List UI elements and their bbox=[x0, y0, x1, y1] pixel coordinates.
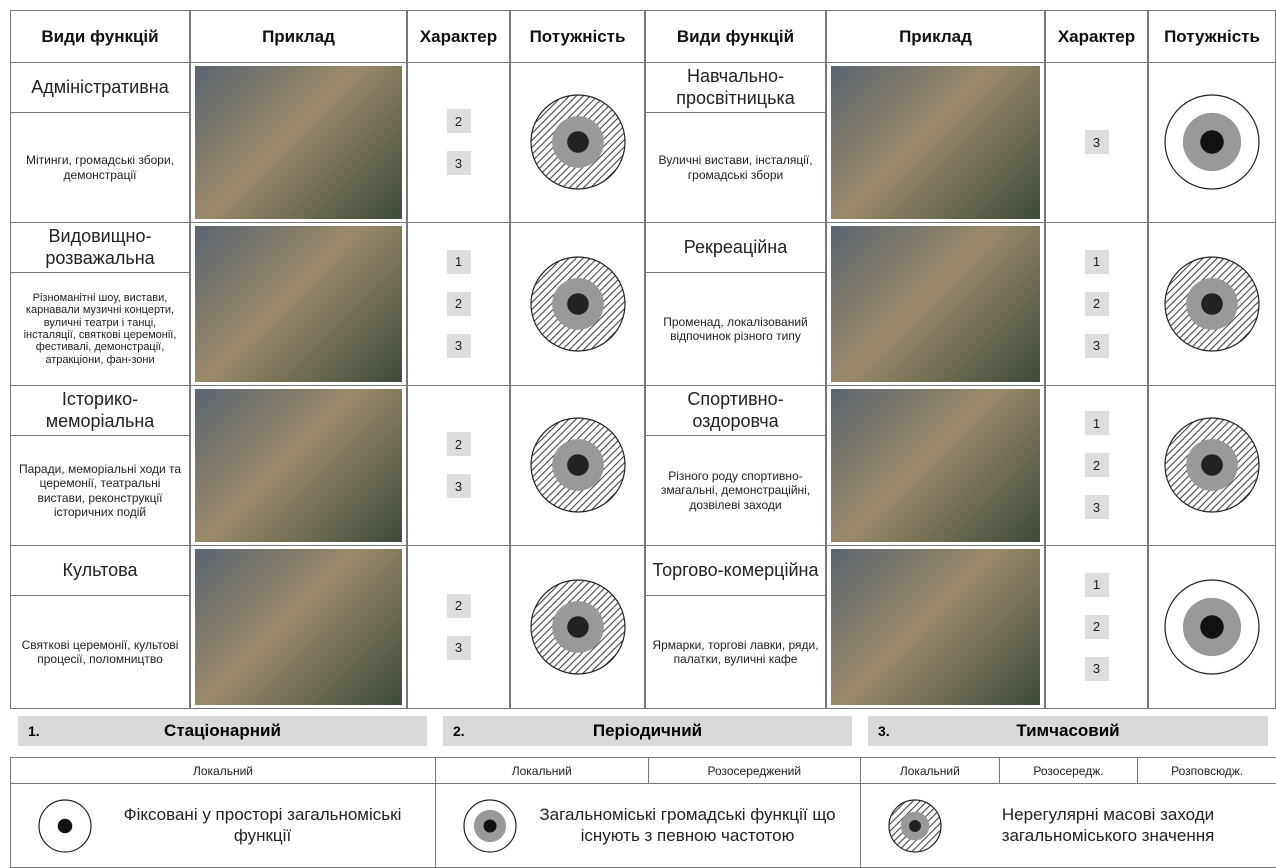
power-cell bbox=[510, 545, 645, 709]
header-cell: Приклад bbox=[826, 10, 1045, 63]
circle bbox=[1200, 614, 1224, 639]
legend-title: Тимчасовий bbox=[1016, 721, 1120, 740]
circle bbox=[566, 454, 589, 476]
character-number: 2 bbox=[446, 593, 471, 618]
header-cell: Приклад bbox=[190, 10, 407, 63]
function-description: Променад, локалізований відпочинок різно… bbox=[645, 272, 826, 386]
character-number: 2 bbox=[1084, 614, 1109, 639]
character-number: 2 bbox=[446, 432, 471, 456]
character-number: 3 bbox=[1084, 656, 1109, 681]
character-cell bbox=[407, 545, 510, 709]
legend-symbol bbox=[888, 799, 942, 853]
character-number: 1 bbox=[446, 249, 471, 274]
circle bbox=[566, 131, 589, 153]
power-symbol bbox=[529, 578, 626, 675]
legend-title: Стаціонарний bbox=[164, 721, 281, 740]
header-cell: Характер bbox=[407, 10, 510, 63]
character-number: 1 bbox=[1084, 411, 1109, 435]
character-number: 2 bbox=[446, 291, 471, 316]
example-cell bbox=[826, 545, 1045, 709]
function-description: Святкові церемонії, культові процесії, п… bbox=[10, 595, 190, 709]
legend-symbol bbox=[38, 799, 92, 853]
legend-column: Розповсюдж. bbox=[1137, 757, 1276, 784]
circle bbox=[1201, 292, 1223, 315]
legend-bar: 3. Тимчасовий bbox=[868, 716, 1268, 746]
character-number: 3 bbox=[1084, 130, 1109, 154]
legend-number: 3. bbox=[878, 723, 890, 739]
function-description: Різного роду спортивно-змагальні, демонс… bbox=[645, 435, 826, 546]
function-name: Адміністративна bbox=[10, 62, 190, 113]
character-cell bbox=[407, 385, 510, 546]
power-symbol bbox=[529, 255, 626, 352]
legend-description: Загальноміські громадські функції що існ… bbox=[539, 805, 836, 845]
header-cell: Види функцій bbox=[645, 10, 826, 63]
circle bbox=[1201, 454, 1223, 476]
character-number: 2 bbox=[1084, 453, 1109, 477]
example-photo bbox=[195, 549, 402, 705]
character-number: 3 bbox=[1084, 333, 1109, 358]
legend-description: Фіксовані у просторі загальноміські функ… bbox=[123, 805, 402, 845]
power-symbol bbox=[1164, 94, 1260, 190]
example-photo bbox=[831, 389, 1040, 542]
function-name: Видовищно-розважальна bbox=[10, 222, 190, 273]
legend-bar: 2. Періодичний bbox=[443, 716, 852, 746]
character-number: 3 bbox=[446, 333, 471, 358]
legend-column: Локальний bbox=[435, 757, 649, 784]
circle bbox=[566, 292, 589, 315]
power-symbol bbox=[529, 94, 626, 190]
circle bbox=[566, 615, 589, 638]
legend-title: Періодичний bbox=[592, 721, 703, 740]
function-name: Навчально-просвітницька bbox=[645, 62, 826, 113]
header-cell: Характер bbox=[1045, 10, 1148, 63]
function-name: Історико-меморіальна bbox=[10, 385, 190, 436]
character-cell bbox=[1045, 545, 1148, 709]
character-number: 3 bbox=[1084, 495, 1109, 519]
circle bbox=[909, 820, 921, 832]
character-number: 3 bbox=[446, 474, 471, 498]
function-name: Торгово-комерційна bbox=[645, 545, 826, 596]
character-cell bbox=[407, 62, 510, 223]
power-symbol bbox=[1164, 578, 1260, 675]
header-cell: Види функцій bbox=[10, 10, 190, 63]
example-photo bbox=[195, 389, 402, 542]
legend-column: Розосередж. bbox=[998, 757, 1139, 784]
character-number: 2 bbox=[446, 109, 471, 133]
character-number: 1 bbox=[1084, 572, 1109, 597]
example-photo bbox=[831, 66, 1040, 219]
circle bbox=[57, 818, 73, 834]
legend-symbol bbox=[463, 799, 517, 853]
character-number: 3 bbox=[446, 151, 471, 175]
header-cell: Потужність bbox=[510, 10, 645, 63]
function-name: Рекреаційна bbox=[645, 222, 826, 273]
function-description: Ярмарки, торгові лавки, ряди, палатки, в… bbox=[645, 595, 826, 709]
circle bbox=[483, 819, 497, 833]
legend-bar: 1. Стаціонарний bbox=[18, 716, 427, 746]
function-description: Вуличні вистави, інсталяції, громадські … bbox=[645, 112, 826, 223]
legend-column: Розосереджений bbox=[647, 757, 861, 784]
example-photo bbox=[831, 549, 1040, 705]
example-photo bbox=[195, 226, 402, 382]
character-number: 1 bbox=[1084, 249, 1109, 274]
header-cell: Потужність bbox=[1148, 10, 1276, 63]
function-description: Паради, меморіальні ходи та церемонії, т… bbox=[10, 435, 190, 546]
legend-column: Локальний bbox=[10, 757, 436, 784]
legend-number: 1. bbox=[28, 723, 40, 739]
character-number: 2 bbox=[1084, 291, 1109, 316]
power-symbol bbox=[1164, 255, 1260, 352]
character-number: 3 bbox=[446, 635, 471, 660]
example-photo bbox=[195, 66, 402, 219]
function-name: Культова bbox=[10, 545, 190, 596]
legend-description: Нерегулярні масові заходи загальномісько… bbox=[1001, 805, 1215, 845]
legend-number: 2. bbox=[453, 723, 465, 739]
power-symbol bbox=[1164, 417, 1260, 513]
function-description: Мітинги, громадські збори, демонстрації bbox=[10, 112, 190, 223]
function-name: Спортивно-оздоровча bbox=[645, 385, 826, 436]
example-photo bbox=[831, 226, 1040, 382]
power-symbol bbox=[529, 417, 626, 513]
circle bbox=[1200, 130, 1224, 154]
legend-column: Локальний bbox=[860, 757, 1000, 784]
function-description: Різноманітні шоу, вистави, карнавали муз… bbox=[10, 272, 190, 386]
example-cell bbox=[190, 545, 407, 709]
